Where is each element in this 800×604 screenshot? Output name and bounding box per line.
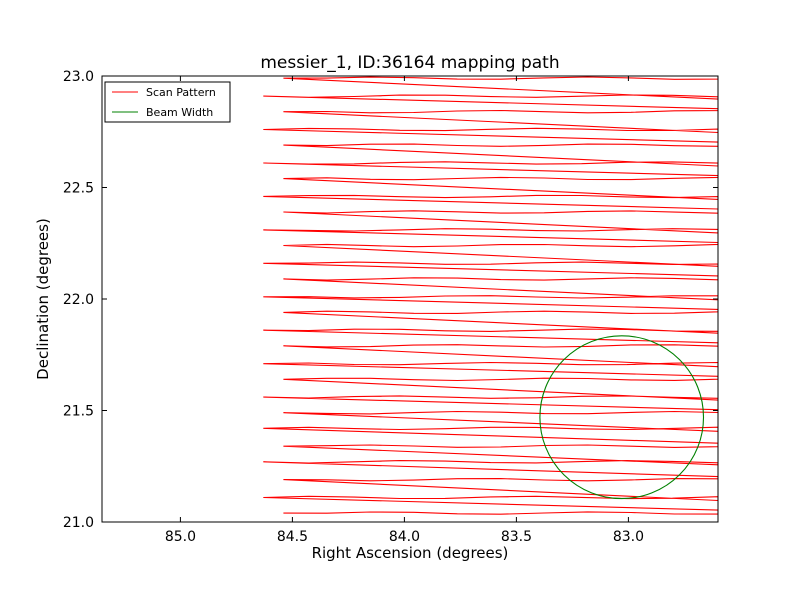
legend-label-beam-width: Beam Width (146, 106, 213, 119)
y-tick-label: 22.5 (63, 181, 94, 197)
x-tick-label: 85.0 (165, 529, 196, 545)
plot-area (101, 75, 719, 523)
x-tick-label: 83.5 (501, 529, 532, 545)
legend-label-scan-pattern: Scan Pattern (146, 86, 216, 99)
legend-box (104, 81, 231, 123)
scan-pattern-line (263, 76, 718, 515)
beam-width-circle (539, 335, 705, 500)
chart-title: messier_1, ID:36164 mapping path (260, 53, 559, 73)
x-tick-label: 84.5 (277, 529, 308, 545)
y-tick-label: 21.5 (63, 404, 94, 420)
y-axis-label: Declination (degrees) (34, 218, 52, 380)
y-tick-label: 22.0 (63, 292, 94, 308)
y-tick-label: 23.0 (63, 69, 94, 85)
x-tick-label: 83.0 (613, 529, 644, 545)
legend: Scan Pattern Beam Width (104, 81, 231, 123)
y-tick-label: 21.0 (63, 515, 94, 531)
x-axis-label: Right Ascension (degrees) (312, 544, 509, 562)
x-tick-label: 84.0 (389, 529, 420, 545)
